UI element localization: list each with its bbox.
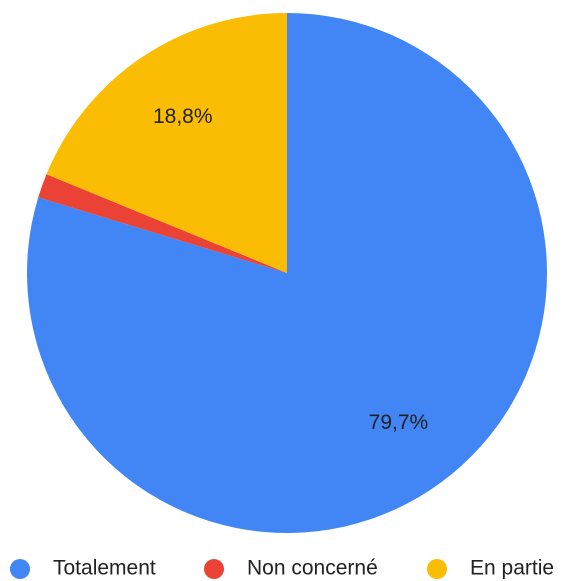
legend-swatch [204,559,224,579]
slice-label: 79,7% [369,411,429,434]
legend-label: En partie [470,557,554,580]
pie-slice [46,12,288,273]
slice-label: 18,8% [153,105,213,128]
legend-label: Non concerné [247,557,378,580]
legend-swatch [427,559,447,579]
legend-label: Totalement [53,557,156,580]
pie-slice [38,174,287,273]
pie-slice [26,13,548,534]
legend-swatch [10,559,30,579]
